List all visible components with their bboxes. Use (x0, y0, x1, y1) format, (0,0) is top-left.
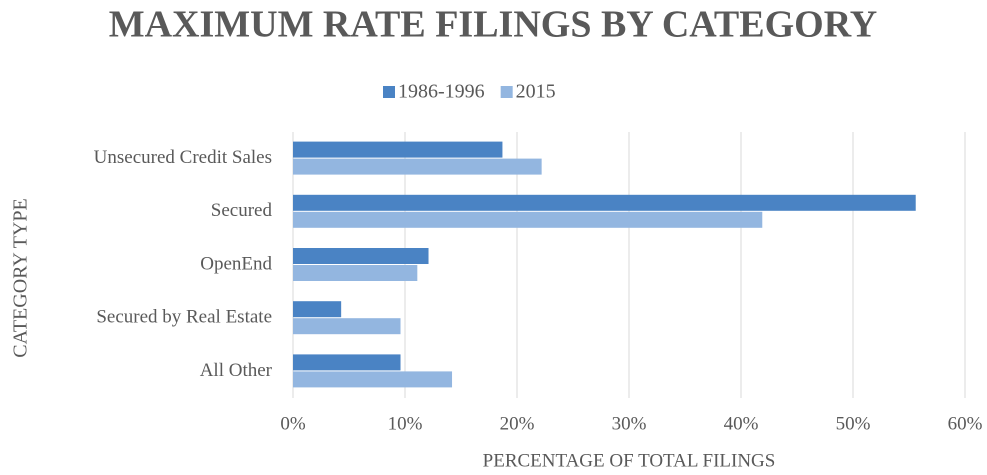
bar (293, 354, 401, 371)
x-tick-label: 50% (836, 413, 871, 434)
bar (293, 318, 401, 335)
x-tick-label: 60% (948, 413, 983, 434)
bar (293, 371, 453, 388)
x-tick-label: 0% (280, 413, 306, 434)
bar (293, 141, 503, 158)
x-tick-label: 40% (724, 413, 759, 434)
legend-swatch (383, 86, 395, 98)
y-tick-label: OpenEnd (200, 253, 272, 274)
legend-swatch (500, 86, 513, 98)
x-axis-title: PERCENTAGE OF TOTAL FILINGS (483, 450, 776, 471)
bar (293, 301, 342, 318)
chart-title: MAXIMUM RATE FILINGS BY CATEGORY (109, 4, 878, 46)
bar (293, 211, 763, 228)
bar (293, 248, 429, 264)
bar (293, 265, 418, 281)
bar (293, 158, 542, 175)
x-tick-label: 30% (612, 413, 647, 434)
bar (293, 194, 916, 211)
x-tick-label: 20% (500, 413, 535, 434)
y-axis-title: CATEGORY TYPE (10, 198, 32, 357)
legend-label: 2015 (516, 81, 556, 103)
legend-label: 1986-1996 (398, 81, 485, 103)
y-tick-label: Secured (211, 200, 273, 221)
x-tick-label: 10% (388, 413, 423, 434)
y-tick-label: Unsecured Credit Sales (94, 147, 272, 168)
y-tick-label: All Other (200, 360, 273, 381)
y-tick-label: Secured by Real Estate (96, 307, 272, 328)
